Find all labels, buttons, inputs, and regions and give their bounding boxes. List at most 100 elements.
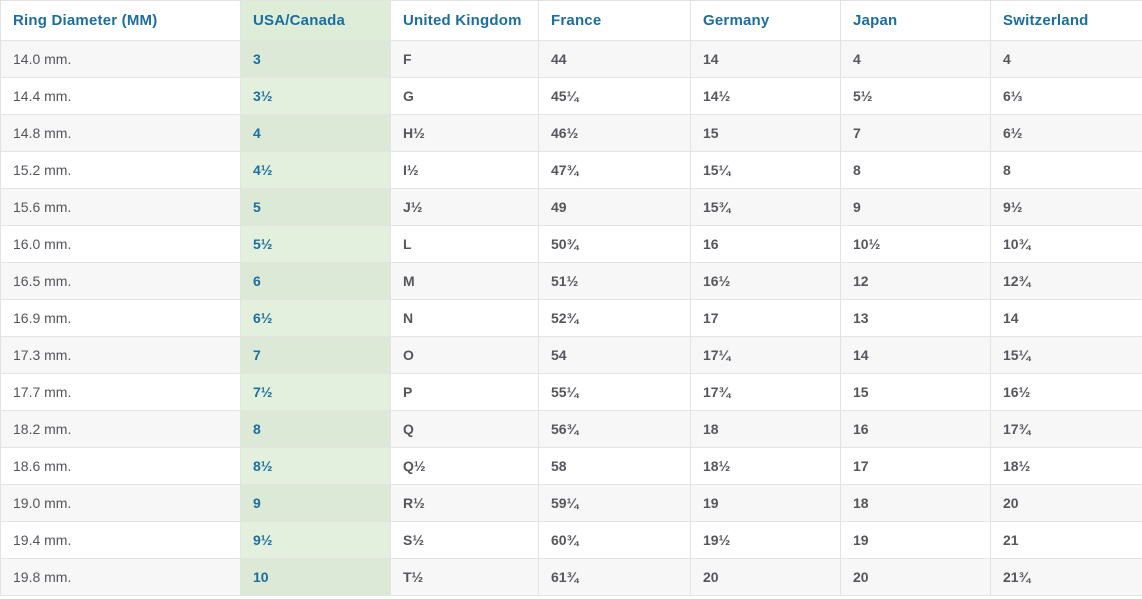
cell-usa_canada: 5	[240, 188, 391, 226]
table-row: 17.3 mm. 7 O 54 17¼ 14 15¼	[0, 336, 1142, 374]
cell-germany: 17¾	[690, 373, 841, 411]
cell-diameter: 19.4 mm.	[0, 521, 241, 559]
table-row: 19.0 mm. 9 R½ 59¼ 19 18 20	[0, 484, 1142, 522]
table-row: 15.6 mm. 5 J½ 49 15¾ 9 9½	[0, 188, 1142, 226]
cell-diameter: 14.4 mm.	[0, 77, 241, 115]
cell-japan: 12	[840, 262, 991, 300]
cell-switzerland: 12¾	[990, 262, 1142, 300]
cell-japan: 4	[840, 40, 991, 78]
cell-germany: 19½	[690, 521, 841, 559]
cell-switzerland: 18½	[990, 447, 1142, 485]
cell-switzerland: 6⅓	[990, 77, 1142, 115]
cell-uk: O	[390, 336, 539, 374]
cell-france: 46½	[538, 114, 691, 152]
cell-japan: 7	[840, 114, 991, 152]
table-row: 14.4 mm. 3½ G 45¼ 14½ 5½ 6⅓	[0, 77, 1142, 115]
cell-usa_canada: 8	[240, 410, 391, 448]
cell-france: 45¼	[538, 77, 691, 115]
cell-france: 60¾	[538, 521, 691, 559]
cell-diameter: 19.0 mm.	[0, 484, 241, 522]
cell-switzerland: 16½	[990, 373, 1142, 411]
table-row: 17.7 mm. 7½ P 55¼ 17¾ 15 16½	[0, 373, 1142, 411]
cell-germany: 14	[690, 40, 841, 78]
cell-usa_canada: 3	[240, 40, 391, 78]
cell-japan: 16	[840, 410, 991, 448]
cell-uk: Q	[390, 410, 539, 448]
cell-uk: F	[390, 40, 539, 78]
cell-usa_canada: 4½	[240, 151, 391, 189]
cell-diameter: 17.7 mm.	[0, 373, 241, 411]
column-header-france: France	[538, 0, 691, 41]
table-row: 19.4 mm. 9½ S½ 60¾ 19½ 19 21	[0, 521, 1142, 559]
cell-france: 47¾	[538, 151, 691, 189]
cell-uk: I½	[390, 151, 539, 189]
cell-france: 54	[538, 336, 691, 374]
cell-usa_canada: 3½	[240, 77, 391, 115]
table-header: Ring Diameter (MM) USA/Canada United Kingd…	[0, 0, 1142, 41]
cell-uk: H½	[390, 114, 539, 152]
cell-usa_canada: 4	[240, 114, 391, 152]
cell-uk: N	[390, 299, 539, 337]
cell-diameter: 15.2 mm.	[0, 151, 241, 189]
cell-germany: 16	[690, 225, 841, 263]
column-header-switzerland: Switzerland	[990, 0, 1142, 41]
cell-france: 44	[538, 40, 691, 78]
column-header-germany: Germany	[690, 0, 841, 41]
cell-germany: 15¾	[690, 188, 841, 226]
cell-uk: R½	[390, 484, 539, 522]
cell-diameter: 19.8 mm.	[0, 558, 241, 596]
cell-diameter: 14.0 mm.	[0, 40, 241, 78]
cell-switzerland: 21	[990, 521, 1142, 559]
cell-germany: 15	[690, 114, 841, 152]
table-row: 16.5 mm. 6 M 51½ 16½ 12 12¾	[0, 262, 1142, 300]
cell-japan: 18	[840, 484, 991, 522]
cell-germany: 17	[690, 299, 841, 337]
cell-japan: 17	[840, 447, 991, 485]
table-row: 18.2 mm. 8 Q 56¾ 18 16 17¾	[0, 410, 1142, 448]
cell-france: 49	[538, 188, 691, 226]
cell-switzerland: 4	[990, 40, 1142, 78]
cell-france: 61¾	[538, 558, 691, 596]
column-header-uk: United Kingdom	[390, 0, 539, 41]
cell-japan: 14	[840, 336, 991, 374]
cell-france: 52¾	[538, 299, 691, 337]
cell-usa_canada: 6	[240, 262, 391, 300]
cell-diameter: 18.6 mm.	[0, 447, 241, 485]
cell-japan: 19	[840, 521, 991, 559]
table-row: 15.2 mm. 4½ I½ 47¾ 15¼ 8 8	[0, 151, 1142, 189]
cell-france: 50¾	[538, 225, 691, 263]
column-header-usa_canada: USA/Canada	[240, 0, 391, 41]
table-row: 14.0 mm. 3 F 44 14 4 4	[0, 40, 1142, 78]
cell-japan: 8	[840, 151, 991, 189]
cell-diameter: 15.6 mm.	[0, 188, 241, 226]
table-body: 14.0 mm. 3 F 44 14 4 4 14.4 mm. 3½ G 45¼ 14½ 5½ 6⅓ 14.…	[0, 40, 1142, 596]
cell-switzerland: 8	[990, 151, 1142, 189]
cell-france: 59¼	[538, 484, 691, 522]
cell-switzerland: 14	[990, 299, 1142, 337]
cell-uk: Q½	[390, 447, 539, 485]
cell-germany: 18½	[690, 447, 841, 485]
cell-france: 51½	[538, 262, 691, 300]
header-row: Ring Diameter (MM) USA/Canada United Kingd…	[0, 0, 1142, 41]
cell-diameter: 18.2 mm.	[0, 410, 241, 448]
cell-usa_canada: 7	[240, 336, 391, 374]
cell-germany: 17¼	[690, 336, 841, 374]
cell-diameter: 16.5 mm.	[0, 262, 241, 300]
column-header-japan: Japan	[840, 0, 991, 41]
cell-usa_canada: 5½	[240, 225, 391, 263]
cell-switzerland: 15¼	[990, 336, 1142, 374]
cell-japan: 13	[840, 299, 991, 337]
cell-japan: 10½	[840, 225, 991, 263]
cell-japan: 15	[840, 373, 991, 411]
cell-uk: T½	[390, 558, 539, 596]
cell-uk: G	[390, 77, 539, 115]
cell-diameter: 16.0 mm.	[0, 225, 241, 263]
cell-germany: 16½	[690, 262, 841, 300]
cell-usa_canada: 6½	[240, 299, 391, 337]
cell-germany: 15¼	[690, 151, 841, 189]
cell-usa_canada: 10	[240, 558, 391, 596]
cell-switzerland: 9½	[990, 188, 1142, 226]
cell-diameter: 14.8 mm.	[0, 114, 241, 152]
